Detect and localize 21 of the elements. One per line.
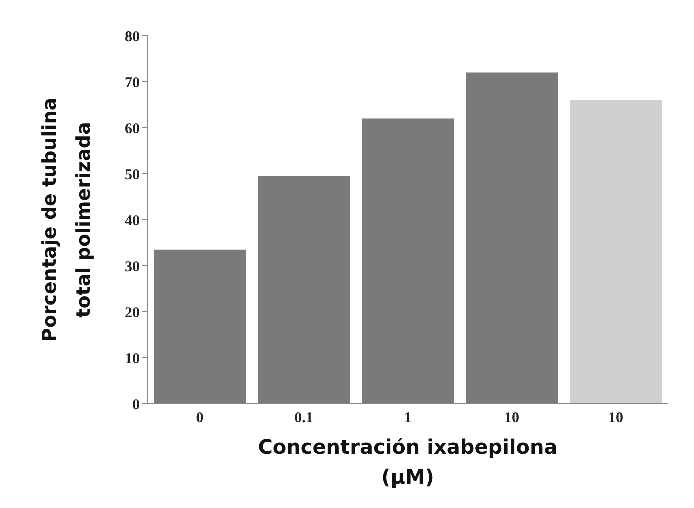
y-tick-label: 80 [125, 29, 140, 46]
bar [466, 72, 558, 404]
y-tick-label: 70 [125, 75, 140, 92]
y-tick-label: 40 [125, 213, 140, 230]
y-tick-label: 50 [125, 167, 140, 184]
x-axis-title: Concentración ixabepilona (μM) [258, 435, 558, 489]
bar [362, 118, 454, 404]
x-tick-label: 10 [608, 410, 624, 427]
x-tick-label: 0.1 [294, 410, 314, 427]
y-tick-label: 60 [125, 121, 140, 138]
y-tick-label: 30 [125, 259, 140, 276]
x-tick-label: 10 [504, 410, 520, 427]
bar [570, 100, 662, 404]
y-tick-label: 10 [125, 351, 140, 368]
y-tick-label: 0 [132, 397, 140, 414]
bar [154, 250, 246, 404]
y-tick-label: 20 [125, 305, 140, 322]
y-axis-title: Porcentaje de tubulina total polimerizada [39, 98, 95, 342]
x-tick-label: 0 [196, 410, 204, 427]
x-tick-label: 1 [404, 410, 412, 427]
bar [258, 176, 350, 404]
